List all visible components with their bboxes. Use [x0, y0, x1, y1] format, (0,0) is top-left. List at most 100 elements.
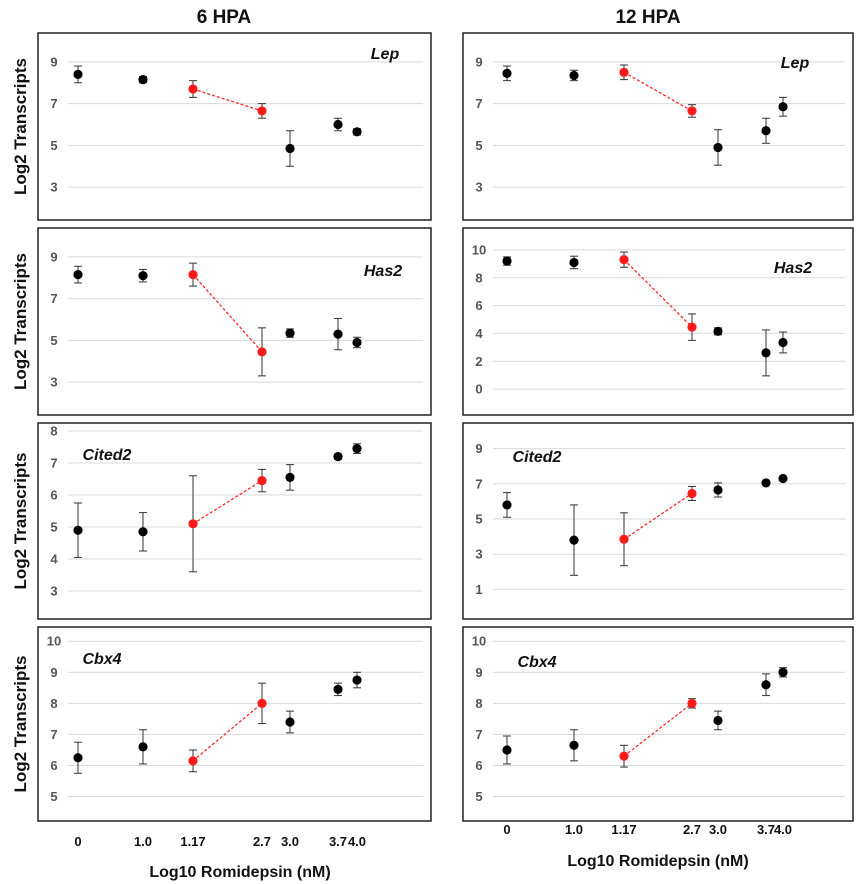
- data-point-highlight: [619, 67, 629, 77]
- gene-label: Cbx4: [82, 651, 121, 668]
- y-tick-label: 9: [475, 54, 482, 69]
- x-axis-label-left: Log10 Romidepsin (nM): [149, 864, 330, 881]
- data-point: [285, 717, 295, 727]
- data-point: [761, 478, 771, 488]
- y-tick-label: 7: [475, 96, 482, 111]
- red-trend-line: [623, 702, 693, 757]
- column-title-6hpa: 6 HPA: [197, 7, 252, 28]
- gene-label: Cbx4: [517, 654, 556, 671]
- y-tick-label: 5: [50, 789, 57, 804]
- gene-label: Lep: [371, 46, 400, 63]
- x-axis-label-right: Log10 Romidepsin (nM): [567, 853, 748, 870]
- data-point: [569, 740, 579, 750]
- y-tick-label: 7: [50, 456, 57, 471]
- data-point-highlight: [687, 106, 697, 116]
- data-point-highlight: [619, 255, 629, 265]
- panel-has2-12hpa: 0 2 4 6 8 10 Has2: [462, 227, 854, 416]
- data-point-highlight: [687, 698, 697, 708]
- x-tick-label: 0: [74, 834, 81, 849]
- red-trend-line: [192, 274, 263, 353]
- data-point-highlight: [257, 476, 267, 486]
- red-trend-line: [623, 492, 693, 540]
- data-point: [333, 119, 343, 130]
- y-tick-label: 8: [475, 270, 482, 285]
- data-point: [138, 527, 148, 537]
- y-tick-label: 6: [50, 488, 57, 503]
- data-point: [761, 680, 771, 690]
- data-point: [138, 271, 148, 281]
- panel-frame: [462, 32, 854, 221]
- data-point-highlight: [619, 534, 629, 544]
- y-axis-label: Log2 Transcripts: [11, 656, 30, 793]
- data-point: [502, 500, 512, 510]
- x-tick-label: 3.0: [281, 834, 299, 849]
- panel-frame: [37, 626, 432, 822]
- column-title-12hpa: 12 HPA: [615, 7, 680, 28]
- gene-label: Cited2: [513, 449, 562, 466]
- red-trend-line: [192, 702, 263, 762]
- y-tick-label: 3: [50, 180, 57, 195]
- panel-frame: [462, 626, 854, 822]
- data-point: [502, 68, 512, 78]
- y-tick-label: 5: [475, 512, 482, 527]
- x-tick-label: 0: [503, 822, 510, 837]
- data-point: [778, 667, 788, 677]
- y-tick-label: 5: [50, 138, 57, 153]
- data-point-highlight: [188, 270, 198, 280]
- x-tick-label: 2.7: [253, 834, 271, 849]
- data-point: [761, 348, 771, 358]
- data-point: [569, 535, 579, 545]
- panel-cited2-6hpa: 3 4 5 6 7 8 Cited2: [37, 422, 432, 620]
- panel-frame: [462, 227, 854, 416]
- y-tick-label: 5: [50, 520, 57, 535]
- y-tick-label: 8: [475, 696, 482, 711]
- data-point-highlight: [188, 84, 198, 94]
- y-tick-label: 3: [50, 375, 57, 390]
- data-point-highlight: [188, 756, 198, 766]
- panel-frame: [37, 227, 432, 416]
- y-tick-label: 0: [475, 382, 482, 397]
- y-tick-label: 2: [475, 354, 482, 369]
- y-tick-label: 3: [50, 584, 57, 599]
- data-point-highlight: [687, 488, 697, 499]
- data-point: [73, 525, 83, 535]
- red-trend-line: [623, 259, 693, 328]
- data-point: [333, 684, 343, 694]
- y-tick-label: 9: [475, 441, 482, 456]
- data-point: [285, 143, 295, 154]
- y-tick-label: 6: [475, 758, 482, 773]
- panel-cbx4-6hpa: 5 6 7 8 9 10 Cbx4: [37, 626, 432, 822]
- x-tick-label: 2.7: [683, 822, 701, 837]
- y-tick-label: 5: [475, 138, 482, 153]
- data-point: [569, 70, 579, 81]
- red-trend-line: [623, 71, 693, 112]
- data-point: [713, 485, 723, 495]
- data-point: [713, 715, 723, 726]
- data-point-highlight: [188, 519, 198, 529]
- x-tick-label: 3.7: [329, 834, 347, 849]
- data-point: [778, 337, 788, 348]
- y-axis-label: Log2 Transcripts: [11, 253, 30, 390]
- data-point: [285, 472, 295, 482]
- panel-frame: [37, 422, 432, 620]
- panel-cbx4-12hpa: 5 6 7 8 9 10 Cbx4: [462, 626, 854, 822]
- y-tick-label: 7: [50, 727, 57, 742]
- data-point: [333, 452, 343, 462]
- data-point-highlight: [687, 322, 697, 332]
- gene-label: Cited2: [83, 447, 132, 464]
- x-tick-label: 1.17: [611, 822, 636, 837]
- gene-label: Lep: [781, 55, 810, 72]
- data-point: [713, 326, 723, 336]
- data-point: [778, 473, 788, 484]
- x-tick-label: 4.0: [348, 834, 366, 849]
- data-point: [333, 329, 343, 339]
- y-tick-label: 10: [47, 634, 61, 649]
- data-point: [352, 444, 362, 454]
- data-point: [352, 675, 362, 685]
- data-point: [761, 126, 771, 136]
- x-tick-label: 1.0: [565, 822, 583, 837]
- y-tick-label: 4: [475, 326, 483, 341]
- y-tick-label: 6: [50, 758, 57, 773]
- data-point-highlight: [257, 347, 267, 357]
